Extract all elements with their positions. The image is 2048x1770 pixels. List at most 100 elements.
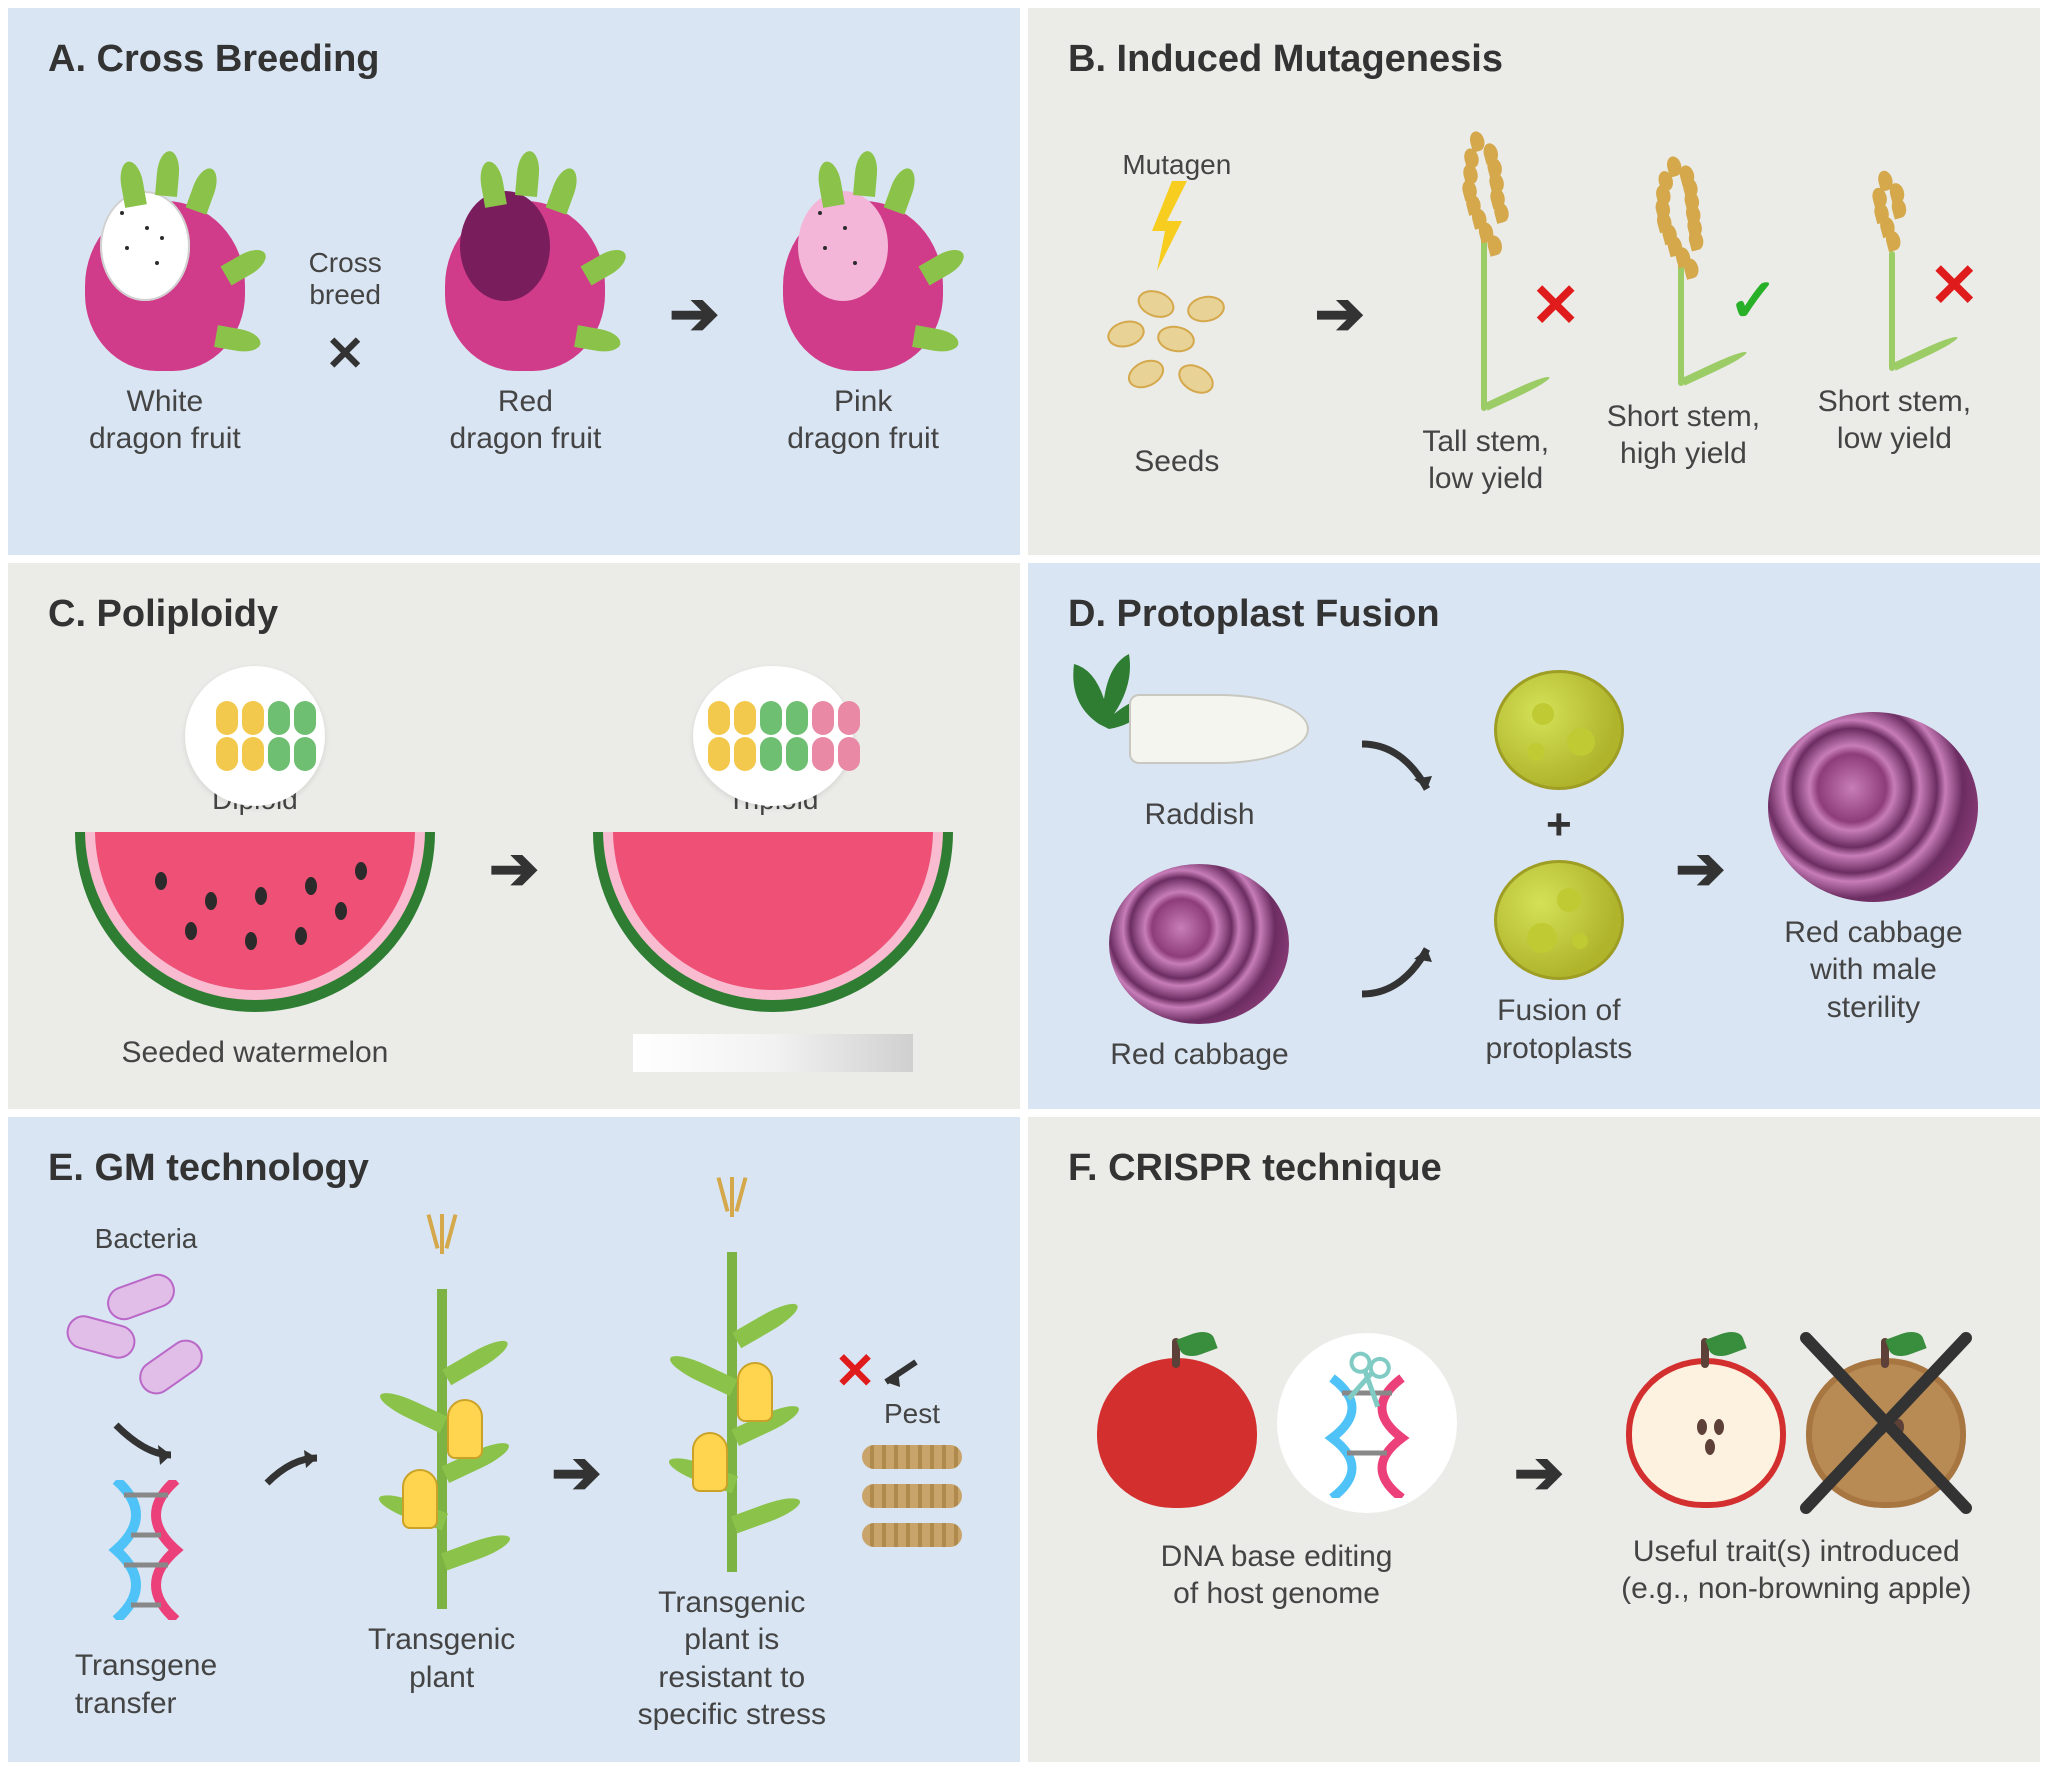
caption: Pink dragon fruit (787, 383, 939, 458)
result-label: Useful trait(s) introduced (e.g., non-br… (1621, 1533, 1971, 1608)
protoplast-icon (1494, 670, 1624, 790)
curve-arrow-icon (106, 1415, 186, 1465)
cabbage-label: Red cabbage (1110, 1036, 1288, 1074)
dna-edit-item: DNA base editing of host genome (1097, 1333, 1457, 1613)
panel-b-content: Mutagen Seeds ➔ (1068, 101, 2000, 528)
panel-induced-mutagenesis: B. Induced Mutagenesis Mutagen Seeds ➔ (1028, 8, 2040, 555)
curve-arrow-icon (262, 1448, 332, 1498)
transgenic-plant: Transgenic plant (368, 1249, 515, 1696)
watermelon-seeded-icon (75, 832, 435, 1022)
fusion-label: Fusion of protoplasts (1485, 992, 1632, 1067)
dragon-pink: Pink dragon fruit (773, 171, 953, 458)
panel-a-content: White dragon fruit Cross breed ✕ Red dra… (48, 101, 980, 528)
x-mark-icon: ✕ (834, 1342, 876, 1400)
transgene-label: Transgene transfer (75, 1647, 217, 1722)
arrow-icon: ➔ (1314, 279, 1364, 349)
infographic-grid: A. Cross Breeding (0, 0, 2048, 1770)
dna-helix-icon (96, 1480, 196, 1620)
watermelon-seedless-icon (593, 832, 953, 1022)
arrow-icon: ➔ (489, 834, 539, 904)
wheat-outcome-0: ✕ Tall stem, low yield (1422, 131, 1549, 498)
panel-e-content: Bacteria Transgene transfer (48, 1210, 980, 1735)
wheat-icon (1426, 131, 1546, 411)
seeds-mutagen: Mutagen Seeds (1097, 149, 1257, 481)
inputs-col: Raddish Red cabbage (1089, 664, 1309, 1073)
curved-arrows (1352, 734, 1442, 1004)
cabbage-icon (1109, 864, 1289, 1024)
triploid-badge: .chromo[style*='e989a5']::before,.chromo… (693, 666, 853, 806)
x-mark-icon: ✕ (1929, 251, 1979, 321)
panel-gm-technology: E. GM technology Bacteria T (8, 1117, 1020, 1762)
seedless-label (633, 1034, 913, 1072)
panel-c-title: C. Poliploidy (48, 593, 980, 636)
panel-f-content: DNA base editing of host genome ➔ (1068, 1210, 2000, 1735)
apple-cut-fresh-icon (1626, 1338, 1786, 1508)
radish-item: Raddish (1089, 664, 1309, 834)
panel-a-title: A. Cross Breeding (48, 38, 980, 81)
result-label: Red cabbage with male sterility (1784, 914, 1962, 1027)
dragon-red: Red dragon fruit (435, 171, 615, 458)
arrow-icon: ➔ (1675, 834, 1725, 904)
resistant-plant: ✕ Transgenic plant is resistant to speci… (638, 1212, 826, 1734)
corn-plant-icon (662, 1212, 802, 1572)
cross-breed-label: Cross breed (309, 247, 382, 311)
apple-red-icon (1097, 1338, 1257, 1508)
panel-e-title: E. GM technology (48, 1147, 980, 1190)
caption: Tall stem, low yield (1422, 423, 1549, 498)
plus-icon: + (1546, 800, 1572, 850)
curve-arrow-icon (1352, 734, 1442, 804)
result-cabbage: Red cabbage with male sterility (1768, 712, 1978, 1027)
panel-c-content: .chromo[style*='f2c94c']::before,.chromo… (48, 656, 980, 1083)
radish-label: Raddish (1144, 796, 1254, 834)
cabbage-item: Red cabbage (1109, 864, 1289, 1074)
caption: Red dragon fruit (450, 383, 602, 458)
triploid-melon: .chromo[style*='e989a5']::before,.chromo… (593, 666, 953, 1072)
diploid-melon: .chromo[style*='f2c94c']::before,.chromo… (75, 666, 435, 1072)
panel-protoplast-fusion: D. Protoplast Fusion Raddish Red cabbage (1028, 563, 2040, 1110)
pest-icon (862, 1523, 962, 1547)
pest-icon (862, 1484, 962, 1508)
panel-d-title: D. Protoplast Fusion (1068, 593, 2000, 636)
pest-col: Pest (862, 1398, 962, 1547)
curve-arrow-icon (1352, 934, 1442, 1004)
lightning-icon (1147, 181, 1207, 271)
multiply-icon: ✕ (325, 326, 365, 382)
diploid-badge: .chromo[style*='f2c94c']::before,.chromo… (185, 666, 325, 806)
mutagen-label: Mutagen (1122, 149, 1231, 181)
arrow-icon: ➔ (1514, 1438, 1564, 1508)
panel-b-title: B. Induced Mutagenesis (1068, 38, 2000, 81)
dragon-white: White dragon fruit (75, 171, 255, 458)
panel-d-content: Raddish Red cabbage + (1068, 656, 2000, 1083)
radish-icon (1089, 664, 1309, 784)
wheat-outcome-1: ✓ Short stem, high yield (1607, 156, 1760, 473)
pest-icon (862, 1445, 962, 1469)
bacteria-label: Bacteria (95, 1223, 198, 1255)
panel-cross-breeding: A. Cross Breeding (8, 8, 1020, 555)
corn-plant-icon (372, 1249, 512, 1609)
wheat-outcome-2: ✕ Short stem, low yield (1818, 171, 1971, 458)
fusion-item: + Fusion of protoplasts (1485, 670, 1632, 1067)
dragon-fruit-icon (773, 171, 953, 371)
arrow-icon: ➔ (669, 279, 719, 349)
seeds-label: Seeds (1134, 443, 1219, 481)
apple-cut-brown-icon (1806, 1338, 1966, 1508)
edit-label: DNA base editing of host genome (1161, 1538, 1393, 1613)
wheat-icon (1623, 156, 1743, 386)
apple-results: Useful trait(s) introduced (e.g., non-br… (1621, 1338, 1971, 1608)
arrow-small-icon (876, 1352, 926, 1392)
dragon-fruit-icon (75, 171, 255, 371)
seeded-label: Seeded watermelon (122, 1034, 389, 1072)
panel-crispr: F. CRISPR technique (1028, 1117, 2040, 1762)
caption: Short stem, high yield (1607, 398, 1760, 473)
dragon-fruit-icon (435, 171, 615, 371)
protoplast-icon (1494, 860, 1624, 980)
check-mark-icon: ✓ (1728, 266, 1778, 336)
bacteria-icon (66, 1270, 226, 1400)
transgenic-label: Transgenic plant (368, 1621, 515, 1696)
wheat-icon (1849, 171, 1939, 371)
cross-symbol-group: Cross breed ✕ (309, 247, 382, 382)
caption: Short stem, low yield (1818, 383, 1971, 458)
x-mark-icon: ✕ (1530, 271, 1580, 341)
dna-edit-badge (1277, 1333, 1457, 1513)
panel-f-title: F. CRISPR technique (1068, 1147, 2000, 1190)
